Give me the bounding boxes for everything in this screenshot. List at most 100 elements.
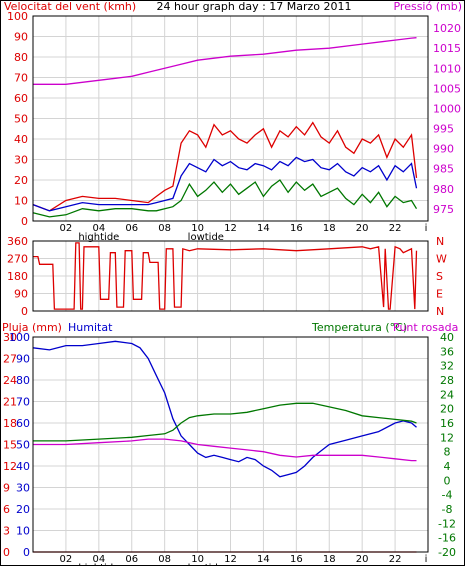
time-tick-label: 12 bbox=[224, 223, 237, 234]
compass-tick-label: E bbox=[436, 288, 443, 301]
wind-tick-label: 30 bbox=[14, 154, 28, 167]
pressure-tick-label: 1000 bbox=[433, 102, 461, 115]
rain-tick-label: 9 bbox=[3, 482, 10, 495]
humidity-tick-label: 90 bbox=[16, 353, 30, 366]
pressure-tick-label: 1015 bbox=[433, 42, 461, 55]
time-tick-label: 04 bbox=[92, 554, 105, 565]
time-tick-label: 06 bbox=[125, 554, 138, 565]
pressure-tick-label: 995 bbox=[433, 123, 454, 136]
panel2-frame bbox=[32, 240, 429, 312]
temperature-tick-label: -8 bbox=[442, 503, 453, 516]
temperature-tick-label: 16 bbox=[440, 417, 454, 430]
temperature-tick-label: 40 bbox=[440, 331, 454, 344]
tide-label: lowtide bbox=[188, 563, 224, 566]
humidity-tick-label: 40 bbox=[16, 460, 30, 473]
time-tick-label: i bbox=[425, 554, 428, 565]
series-line-punt-rosada bbox=[33, 438, 417, 462]
humidity-tick-label: 50 bbox=[16, 439, 30, 452]
pressure-tick-label: 985 bbox=[433, 163, 454, 176]
wind-tick-label: 20 bbox=[14, 174, 28, 187]
humidity-tick-label: 80 bbox=[16, 374, 30, 387]
humidity-tick-label: 20 bbox=[16, 503, 30, 516]
temperature-tick-label: 32 bbox=[440, 360, 454, 373]
wind-axis-label: Velocitat del vent (kmh) bbox=[4, 0, 136, 13]
wind-tick-label: 40 bbox=[14, 133, 28, 146]
dewpoint-axis-label: Punt rosada bbox=[393, 321, 458, 334]
pressure-axis-label: Pressió (mb) bbox=[393, 0, 462, 13]
panel2-series bbox=[33, 242, 418, 310]
panel3-grid bbox=[33, 337, 428, 552]
panel1-series bbox=[32, 37, 418, 218]
direction-tick-label: 90 bbox=[14, 288, 28, 301]
rain-tick-label: 0 bbox=[3, 546, 10, 559]
direction-tick-label: 0 bbox=[21, 305, 28, 318]
compass-tick-label: N bbox=[436, 235, 444, 248]
humidity-tick-label: 0 bbox=[23, 546, 30, 559]
humidity-tick-label: 30 bbox=[16, 482, 30, 495]
time-tick-label: 10 bbox=[191, 223, 204, 234]
temperature-tick-label: 36 bbox=[440, 345, 454, 358]
series-line-ratxa bbox=[32, 121, 418, 212]
wind-tick-label: 70 bbox=[14, 72, 28, 85]
wind-tick-label: 100 bbox=[7, 10, 28, 23]
rain-tick-label: 27 bbox=[3, 353, 17, 366]
panel1-time-ticks: 02 04 06 08 10 12 14 16 18 20 22 i hightide lowtide bbox=[60, 223, 428, 243]
time-tick-label: 16 bbox=[290, 223, 303, 234]
time-tick-label: 22 bbox=[389, 554, 402, 565]
panel3-frame bbox=[32, 336, 429, 553]
series-line-temperatura bbox=[33, 402, 417, 442]
compass-tick-label: N bbox=[436, 305, 444, 318]
pressure-tick-label: 990 bbox=[433, 143, 454, 156]
compass-tick-label: S bbox=[436, 270, 443, 283]
time-tick-label: 12 bbox=[224, 554, 237, 565]
rain-tick-label: 3 bbox=[3, 525, 10, 538]
wind-tick-label: 90 bbox=[14, 31, 28, 44]
time-tick-label: 08 bbox=[158, 554, 171, 565]
time-tick-label: 02 bbox=[60, 223, 73, 234]
rain-tick-label: 15 bbox=[3, 439, 17, 452]
direction-tick-label: 180 bbox=[7, 270, 28, 283]
pressure-tick-label: 1005 bbox=[433, 82, 461, 95]
temperature-tick-label: 12 bbox=[440, 431, 454, 444]
wind-tick-label: 60 bbox=[14, 92, 28, 105]
time-tick-label: 10 bbox=[191, 554, 204, 565]
rain-axis-label: Pluja (mm) bbox=[2, 321, 62, 334]
time-tick-label: 14 bbox=[257, 554, 270, 565]
rain-tick-label: 24 bbox=[3, 374, 17, 387]
wind-tick-label: 0 bbox=[21, 215, 28, 228]
series-line-m-nima bbox=[32, 179, 418, 218]
time-tick-label: 20 bbox=[356, 223, 369, 234]
pressure-tick-label: 1010 bbox=[433, 62, 461, 75]
temperature-tick-label: -20 bbox=[438, 546, 456, 559]
panel2-left-ticks: 0 90 180 270 360 bbox=[7, 235, 28, 318]
temperature-tick-label: 0 bbox=[444, 474, 451, 487]
pressure-tick-label: 1020 bbox=[433, 22, 461, 35]
temperature-tick-label: 8 bbox=[444, 446, 451, 459]
time-tick-label: 18 bbox=[323, 554, 336, 565]
humidity-tick-label: 10 bbox=[16, 525, 30, 538]
direction-tick-label: 270 bbox=[7, 253, 28, 266]
pressure-tick-label: 975 bbox=[433, 203, 454, 216]
panel1-right-ticks: 975 980 985 990 995 1000 1005 1010 1015 1020 bbox=[433, 22, 461, 216]
pressure-tick-label: 980 bbox=[433, 183, 454, 196]
temperature-tick-label: 20 bbox=[440, 403, 454, 416]
compass-tick-label: W bbox=[436, 253, 447, 266]
rain-tick-label: 12 bbox=[3, 460, 17, 473]
time-tick-label: 16 bbox=[290, 554, 303, 565]
panel1-left-ticks: 0 10 20 30 40 50 60 70 80 90 100 bbox=[7, 10, 28, 228]
rain-tick-label: 21 bbox=[3, 396, 17, 409]
time-tick-label: 20 bbox=[356, 554, 369, 565]
time-tick-label: 06 bbox=[125, 223, 138, 234]
time-tick-label: 14 bbox=[257, 223, 270, 234]
wind-tick-label: 10 bbox=[14, 195, 28, 208]
tide-label: lowtide bbox=[188, 232, 224, 243]
panel3-time-ticks: 02 04 06 08 10 12 14 16 18 20 22 i hightide lowtide bbox=[60, 554, 428, 566]
temperature-tick-label: 28 bbox=[440, 374, 454, 387]
tide-label: hightide bbox=[78, 563, 119, 566]
temperature-tick-label: -16 bbox=[438, 532, 456, 545]
rain-tick-label: 30 bbox=[3, 331, 17, 344]
time-tick-label: i bbox=[425, 223, 428, 234]
